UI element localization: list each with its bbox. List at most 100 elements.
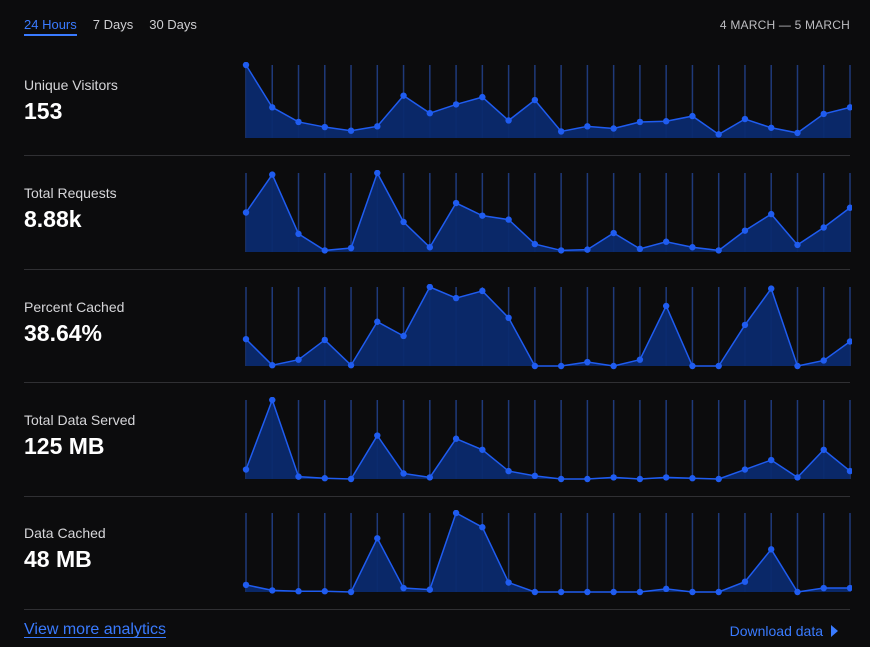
data-point bbox=[610, 229, 617, 237]
tab-7-days[interactable]: 7 Days bbox=[92, 17, 134, 32]
data-point bbox=[374, 535, 381, 542]
data-point bbox=[505, 467, 512, 475]
data-point bbox=[242, 466, 250, 473]
area-fill bbox=[246, 173, 850, 252]
data-point bbox=[295, 356, 302, 363]
data-point bbox=[531, 472, 539, 480]
data-point bbox=[374, 432, 381, 439]
data-point bbox=[242, 209, 250, 216]
divider bbox=[24, 496, 850, 497]
data-point bbox=[768, 285, 775, 292]
metric-label: Percent Cached bbox=[24, 299, 125, 315]
data-point bbox=[479, 212, 486, 219]
data-point bbox=[662, 585, 670, 593]
data-point bbox=[768, 546, 775, 553]
data-point bbox=[426, 109, 434, 117]
area-fill bbox=[246, 513, 850, 592]
data-point bbox=[794, 129, 801, 137]
data-point bbox=[715, 247, 722, 254]
data-point bbox=[820, 110, 827, 118]
data-point bbox=[452, 199, 460, 207]
data-point bbox=[768, 124, 775, 131]
data-point bbox=[636, 475, 644, 483]
data-point bbox=[662, 474, 670, 481]
data-point bbox=[689, 362, 696, 370]
divider bbox=[24, 609, 850, 610]
data-point bbox=[662, 302, 670, 310]
sparkline-total-data-served bbox=[242, 397, 852, 483]
data-point bbox=[479, 287, 486, 295]
data-point bbox=[452, 101, 460, 108]
metric-value: 125 MB bbox=[24, 433, 105, 459]
data-point bbox=[794, 362, 801, 370]
area-fill bbox=[246, 65, 850, 138]
sparkline-unique-visitors bbox=[242, 62, 852, 138]
data-point bbox=[820, 584, 827, 592]
data-point bbox=[426, 474, 434, 481]
data-point bbox=[321, 475, 328, 482]
data-point bbox=[374, 318, 381, 325]
divider bbox=[24, 382, 850, 383]
data-point bbox=[347, 475, 355, 483]
data-point bbox=[689, 244, 696, 251]
data-point bbox=[846, 338, 852, 345]
data-point bbox=[321, 588, 328, 595]
data-point bbox=[531, 362, 539, 370]
data-point bbox=[347, 362, 355, 369]
data-point bbox=[610, 362, 617, 370]
data-point bbox=[636, 356, 644, 363]
data-point bbox=[426, 244, 434, 251]
data-point bbox=[242, 335, 250, 343]
data-point bbox=[479, 446, 486, 453]
metric-row-unique-visitors: Unique Visitors 153 bbox=[0, 62, 870, 175]
metric-label: Data Cached bbox=[24, 525, 106, 541]
data-point bbox=[400, 470, 407, 477]
data-point bbox=[452, 510, 460, 517]
data-point bbox=[715, 362, 722, 370]
data-point bbox=[452, 294, 460, 302]
data-point bbox=[531, 96, 539, 104]
metric-value: 153 bbox=[24, 98, 63, 124]
data-point bbox=[794, 241, 801, 249]
data-point bbox=[715, 131, 722, 138]
metric-label: Unique Visitors bbox=[24, 77, 118, 93]
data-point bbox=[846, 104, 852, 111]
data-point bbox=[662, 238, 670, 245]
data-point bbox=[269, 397, 276, 404]
divider bbox=[24, 269, 850, 270]
metric-value: 48 MB bbox=[24, 546, 92, 572]
divider bbox=[24, 155, 850, 156]
data-point bbox=[584, 588, 591, 596]
data-point bbox=[531, 240, 539, 248]
data-point bbox=[584, 246, 591, 253]
data-point bbox=[479, 524, 486, 531]
metric-label: Total Requests bbox=[24, 185, 117, 201]
data-point bbox=[374, 170, 381, 177]
data-point bbox=[452, 435, 460, 442]
download-data-button[interactable]: Download data bbox=[730, 623, 838, 639]
data-point bbox=[426, 586, 434, 593]
data-point bbox=[557, 128, 565, 135]
metric-row-percent-cached: Percent Cached 38.64% bbox=[0, 284, 870, 397]
data-point bbox=[321, 123, 328, 131]
data-point bbox=[584, 358, 591, 366]
tab-24-hours[interactable]: 24 Hours bbox=[24, 17, 77, 36]
tab-30-days[interactable]: 30 Days bbox=[149, 17, 197, 32]
sparkline-percent-cached bbox=[242, 284, 852, 370]
series-line bbox=[245, 64, 851, 136]
data-point bbox=[295, 118, 302, 126]
data-point bbox=[269, 362, 276, 369]
data-point bbox=[400, 218, 407, 226]
data-point bbox=[347, 127, 355, 134]
view-more-analytics-link[interactable]: View more analytics bbox=[24, 621, 166, 638]
date-range: 4 MARCH — 5 MARCH bbox=[719, 18, 850, 32]
data-point bbox=[689, 112, 696, 120]
metric-value: 38.64% bbox=[24, 320, 103, 346]
data-point bbox=[242, 581, 250, 589]
data-point bbox=[610, 125, 617, 132]
data-point bbox=[400, 332, 407, 340]
sparkline-total-requests bbox=[242, 170, 852, 254]
data-point bbox=[584, 123, 591, 130]
data-point bbox=[557, 588, 565, 596]
time-range-tabs: 24 Hours 7 Days 30 Days bbox=[24, 17, 197, 36]
